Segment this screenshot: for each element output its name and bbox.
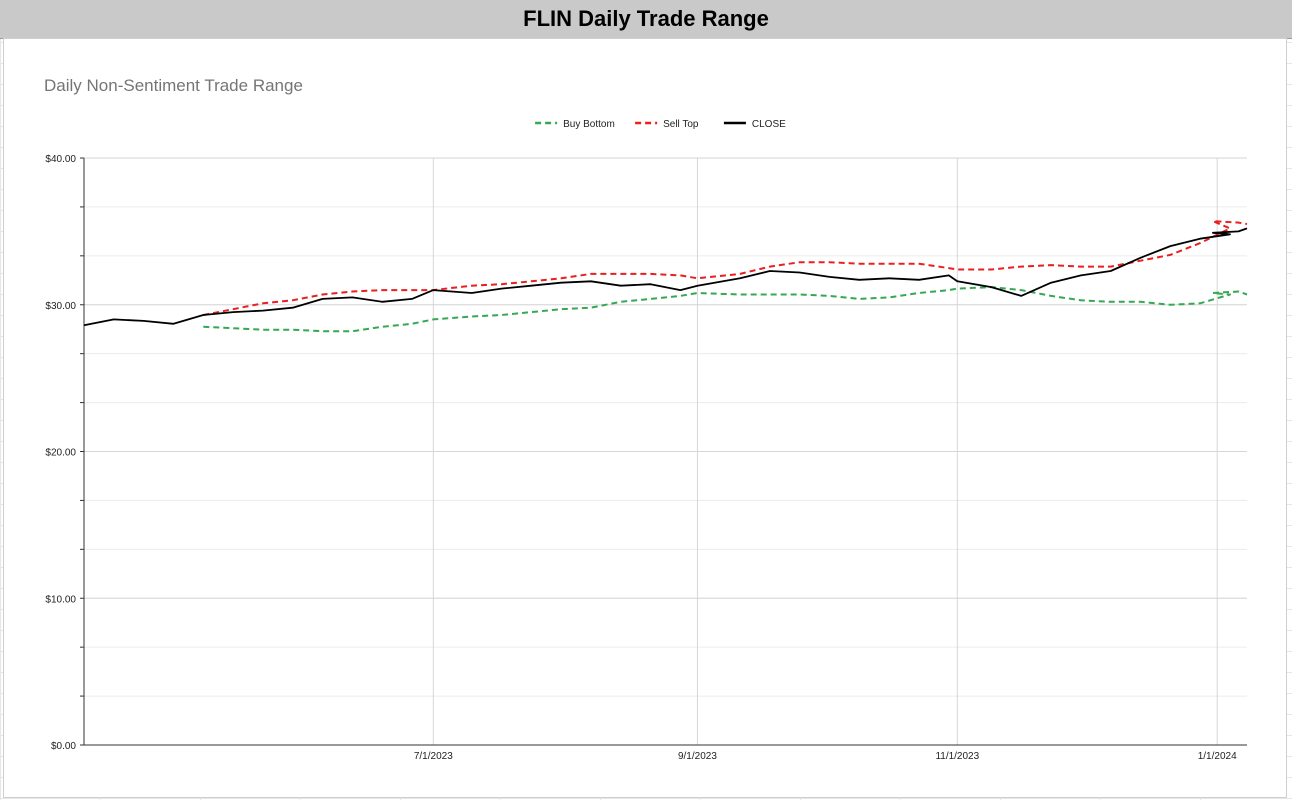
y-tick-label: $40.00 bbox=[45, 154, 76, 165]
chart-grid bbox=[84, 157, 1247, 746]
y-tick-label: $20.00 bbox=[45, 448, 76, 459]
legend-label: Buy Bottom bbox=[563, 119, 615, 130]
chart-axes: $0.00 $10.00 $20.00 $30.00 $40.00 7/1/2023 9/1… bbox=[45, 154, 1247, 762]
chart-legend[interactable]: Buy Bottom Sell Top CLOSE bbox=[535, 119, 786, 130]
series-line-close bbox=[83, 227, 1248, 327]
chart-series bbox=[83, 220, 1248, 333]
series-line-buy-bottom bbox=[203, 286, 1248, 333]
sheet-title: FLIN Daily Trade Range bbox=[523, 6, 769, 31]
sheet-title-bar: FLIN Daily Trade Range bbox=[0, 0, 1292, 39]
x-tick-label: 1/1/2024 bbox=[1198, 751, 1237, 762]
y-tick-label: $30.00 bbox=[45, 301, 76, 312]
legend-item-sell-top[interactable]: Sell Top bbox=[635, 119, 699, 130]
line-chart: Daily Non-Sentiment Trade Range $0.00 $10… bbox=[44, 76, 1248, 762]
legend-item-close[interactable]: CLOSE bbox=[723, 119, 786, 130]
legend-item-buy-bottom[interactable]: Buy Bottom bbox=[535, 119, 615, 130]
y-tick-label: $0.00 bbox=[51, 741, 76, 752]
x-tick-label: 9/1/2023 bbox=[678, 751, 717, 762]
x-tick-label: 7/1/2023 bbox=[414, 751, 453, 762]
legend-label: CLOSE bbox=[752, 119, 786, 130]
chart-container[interactable]: Daily Non-Sentiment Trade Range $0.00 $10… bbox=[3, 38, 1287, 798]
x-tick-label: 11/1/2023 bbox=[935, 751, 979, 762]
y-tick-label: $10.00 bbox=[45, 594, 76, 605]
legend-label: Sell Top bbox=[663, 119, 699, 130]
chart-title: Daily Non-Sentiment Trade Range bbox=[44, 76, 303, 95]
